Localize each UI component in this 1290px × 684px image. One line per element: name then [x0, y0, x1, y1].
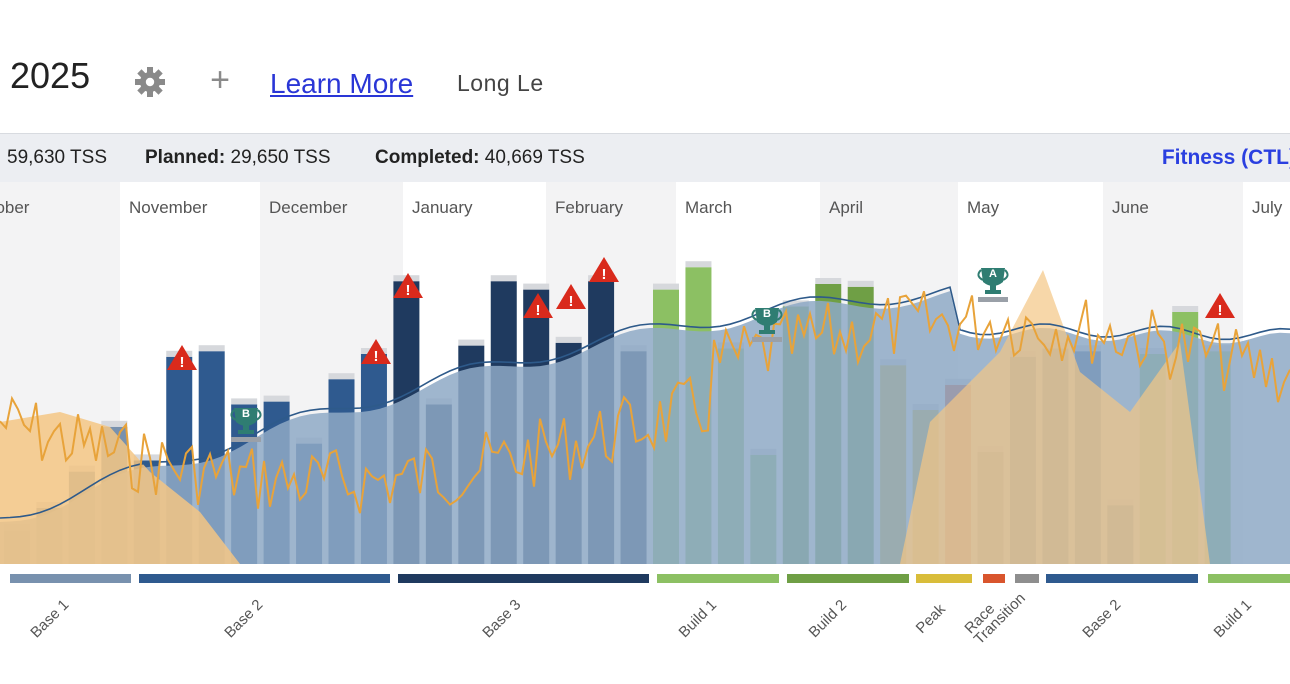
month-label: December — [269, 198, 348, 217]
month-label: July — [1252, 198, 1283, 217]
phase-band[interactable] — [657, 574, 779, 583]
planned-tss-cap — [198, 345, 225, 352]
month-label: January — [412, 198, 473, 217]
phase-band[interactable] — [1208, 574, 1290, 583]
planned-tss-cap — [101, 420, 128, 427]
form-tsb-line — [0, 291, 1290, 514]
planned-tss-cap — [523, 283, 550, 290]
planned-tss-cap — [782, 300, 809, 307]
month-label: March — [685, 198, 732, 217]
svg-text:B: B — [242, 408, 250, 420]
planned-tss-cap — [555, 336, 582, 343]
phase-label: Build 1 — [1211, 597, 1255, 641]
svg-text:B: B — [763, 308, 771, 320]
completed-label: Completed: — [375, 147, 480, 168]
annual-training-plan-chart: October November December January February Ma… — [0, 182, 1290, 648]
learn-more-link[interactable]: Learn More — [270, 68, 414, 99]
phase-label: Build 1 — [676, 597, 720, 641]
phase-label: Peak — [913, 600, 950, 637]
planned-tss-cap — [328, 373, 355, 380]
month-label: May — [967, 198, 1000, 217]
planned-tss-cap — [490, 275, 517, 282]
tss-summary-bar: 59,630 TSS Planned: 29,650 TSS Completed… — [0, 133, 1290, 183]
planned-tss: Planned: 29,650 TSS — [145, 147, 331, 169]
trophy-icon[interactable]: B — [230, 408, 262, 442]
phase-band[interactable] — [1046, 574, 1198, 583]
form-area — [0, 412, 240, 564]
fitness-ctl-line — [0, 286, 1290, 519]
svg-text:A: A — [989, 268, 997, 280]
warning-icon[interactable]: ! — [167, 345, 197, 371]
trophy-icon[interactable]: A — [977, 268, 1009, 302]
warning-icon[interactable]: ! — [1205, 293, 1235, 319]
phase-band[interactable] — [10, 574, 131, 583]
total-tss-value: 59,630 TSS — [7, 147, 108, 168]
planned-tss-cap — [847, 280, 874, 287]
phase-label: Build 2 — [806, 597, 850, 641]
month-label: June — [1112, 198, 1149, 217]
fitness-ctl-toggle[interactable]: Fitness (CTL) — [1161, 146, 1290, 169]
warning-icon[interactable]: ! — [556, 284, 586, 310]
completed-tss: Completed: 40,669 TSS — [375, 147, 585, 169]
month-label: February — [555, 198, 624, 217]
month-label: October — [0, 198, 30, 217]
phase-label: Base 2 — [221, 596, 266, 641]
phase-band[interactable] — [139, 574, 390, 583]
planned-tss-cap — [1172, 306, 1199, 312]
svg-text:!: ! — [374, 348, 379, 365]
planned-tss-cap — [653, 283, 679, 290]
phase-band[interactable] — [1015, 574, 1039, 583]
phase-band[interactable] — [787, 574, 909, 583]
phase-label: Base 1 — [27, 596, 72, 641]
form-peak-area — [900, 270, 1210, 564]
month-label: November — [129, 198, 208, 217]
page-header: 2025 + Learn More Long Le — [0, 40, 1290, 120]
phase-label: Base 3 — [479, 596, 524, 641]
svg-text:!: ! — [180, 354, 185, 371]
phase-band[interactable] — [398, 574, 649, 583]
svg-text:!: ! — [602, 266, 607, 283]
planned-label: Planned: — [145, 147, 226, 168]
warning-icon[interactable]: ! — [589, 257, 619, 283]
phase-band[interactable] — [983, 574, 1005, 583]
planned-tss-cap — [133, 454, 160, 461]
warning-icon[interactable]: ! — [523, 293, 553, 319]
planned-tss-cap — [685, 261, 712, 268]
planned-tss-value: 29,650 TSS — [230, 147, 331, 168]
planned-tss-cap — [231, 398, 258, 405]
svg-text:!: ! — [1218, 302, 1223, 319]
plus-icon[interactable]: + — [210, 61, 230, 99]
athlete-name: Long Le — [457, 70, 544, 96]
warning-icon[interactable]: ! — [361, 339, 391, 365]
svg-text:!: ! — [536, 302, 541, 319]
phase-label: Base 2 — [1079, 596, 1124, 641]
svg-text:!: ! — [406, 282, 411, 299]
total-tss: 59,630 TSS — [7, 147, 107, 169]
completed-tss-value: 40,669 TSS — [484, 147, 585, 168]
season-year: 2025 — [10, 55, 91, 96]
phase-band[interactable] — [916, 574, 972, 583]
trophy-icon[interactable]: B — [751, 308, 783, 342]
warning-icon[interactable]: ! — [393, 273, 423, 299]
month-label: April — [829, 198, 863, 217]
planned-tss-cap — [263, 395, 290, 402]
planned-tss-cap — [815, 278, 842, 284]
gear-icon[interactable] — [133, 65, 167, 99]
planned-tss-cap — [458, 339, 485, 346]
svg-text:!: ! — [569, 293, 574, 310]
